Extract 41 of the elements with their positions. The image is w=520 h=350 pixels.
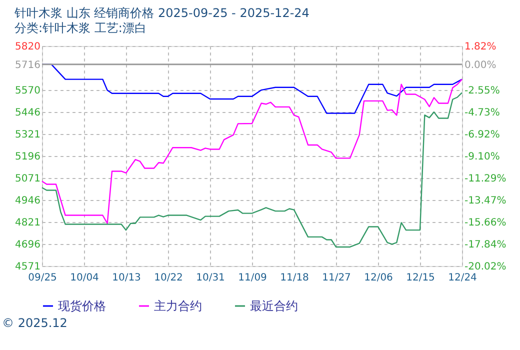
chart-subtitle: 分类:针叶木浆 工艺:漂白 xyxy=(14,21,146,35)
y-tick-label: 5446 xyxy=(15,107,40,118)
x-tick-label: 11/09 xyxy=(238,272,267,284)
x-tick-label: 12/15 xyxy=(406,272,435,284)
line-series xyxy=(41,92,463,248)
y-tick-label: 5196 xyxy=(15,151,40,162)
legend-label: 最近合约 xyxy=(250,299,298,313)
y-tick-label: 4821 xyxy=(15,217,40,228)
y2-tick-label: -17.84% xyxy=(464,240,506,251)
y-tick-label: 5570 xyxy=(15,86,40,97)
legend-label: 主力合约 xyxy=(154,299,202,313)
y2-tick-label: -20.02% xyxy=(464,262,506,272)
y2-tick-label: 0.00% xyxy=(464,60,496,71)
x-tick-label: 10/04 xyxy=(70,272,99,284)
x-tick-label: 11/27 xyxy=(322,272,351,284)
chart-title: 针叶木浆 山东 经销商价格 2025-09-25 - 2025-12-24 xyxy=(14,6,310,20)
y2-tick-label: -15.66% xyxy=(464,218,506,229)
x-tick-label: 12/24 xyxy=(448,272,477,284)
y2-tick-label: -6.92% xyxy=(464,130,500,141)
y-tick-label: 4696 xyxy=(15,239,40,250)
y-tick-label: 5321 xyxy=(15,129,40,140)
x-tick-label: 11/18 xyxy=(280,272,309,284)
x-tick-label: 10/22 xyxy=(154,272,183,284)
y-tick-label: 5071 xyxy=(15,173,40,184)
line-series xyxy=(41,78,463,224)
y2-tick-label: -9.10% xyxy=(464,152,500,162)
y-tick-label: 5820 xyxy=(15,42,40,52)
y2-tick-label: -13.47% xyxy=(464,196,506,207)
y2-tick-label: 1.82% xyxy=(464,42,496,52)
y2-tick-label: -2.55% xyxy=(464,86,500,97)
y-tick-label: 5716 xyxy=(15,60,40,71)
x-tick-label: 12/06 xyxy=(364,272,393,284)
x-tick-label: 09/25 xyxy=(28,272,57,284)
x-tick-label: 10/13 xyxy=(112,272,141,284)
legend-label: 现货价格 xyxy=(58,299,106,313)
y-tick-label: 4571 xyxy=(15,262,40,272)
text: © 2025.12 xyxy=(2,316,68,330)
y2-tick-label: -4.73% xyxy=(464,107,500,118)
x-tick-label: 10/31 xyxy=(196,272,225,284)
y2-tick-label: -11.29% xyxy=(464,174,506,185)
y-tick-label: 4946 xyxy=(15,195,40,206)
